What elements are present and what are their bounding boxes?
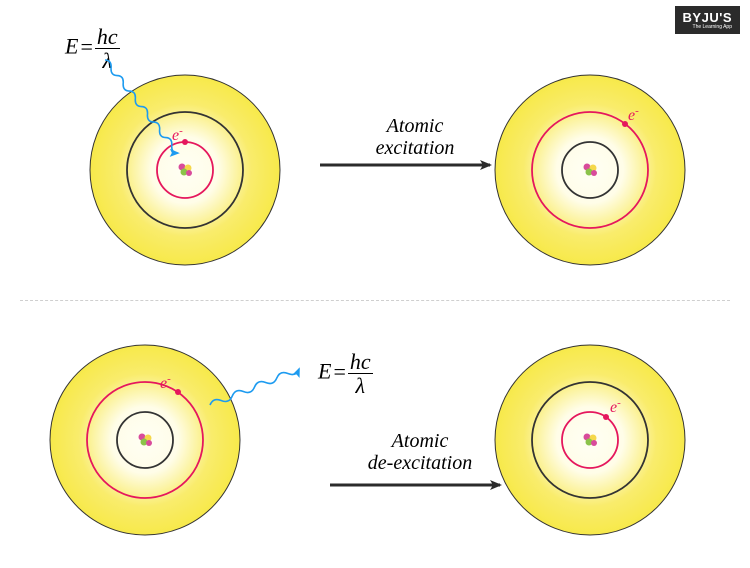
atom-top-right: e-: [495, 75, 685, 265]
electron-dot: [175, 389, 181, 395]
diagram-canvas: e- e- e-: [0, 0, 750, 568]
atom-bottom-right: e-: [495, 345, 685, 535]
electron-dot: [182, 139, 188, 145]
electron-dot: [603, 414, 609, 420]
atom-bottom-left: e-: [50, 345, 240, 535]
atom-top-left: e-: [90, 75, 280, 265]
